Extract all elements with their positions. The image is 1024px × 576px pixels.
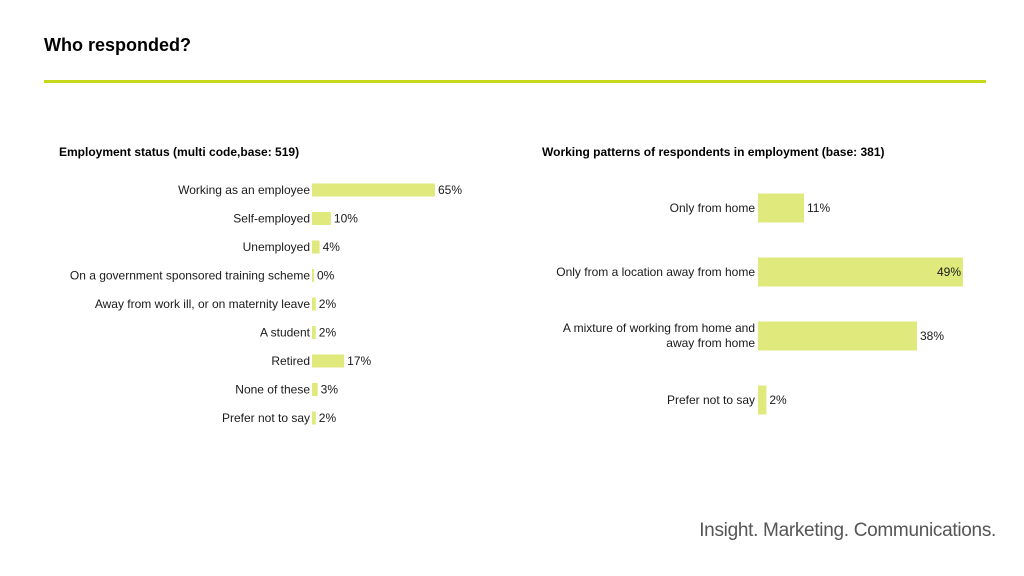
category-label: On a government sponsored training schem…: [70, 269, 310, 283]
bar-employment-3: [312, 269, 314, 282]
bar-employment-7: [312, 383, 318, 396]
category-label: Self-employed: [233, 212, 310, 226]
category-label: Only from home: [670, 201, 756, 215]
category-label: Retired: [271, 354, 310, 368]
title-divider: [44, 80, 986, 83]
bar-employment-6: [312, 354, 345, 368]
employment-chart-title: Employment status (multi code,base: 519): [59, 145, 300, 159]
bar-employment-0: [312, 183, 435, 197]
category-label: A mixture of working from home and away f…: [563, 321, 755, 350]
data-label: 0%: [317, 269, 335, 283]
bar-working-pattern-0: [758, 193, 805, 223]
data-label: 2%: [769, 393, 787, 407]
bar-working-pattern-1: [758, 257, 963, 287]
category-label: None of these: [235, 383, 310, 397]
data-label: 3%: [321, 383, 339, 397]
company-logo: Insight. Marketing. Communications.: [699, 520, 996, 541]
bar-employment-5: [312, 326, 316, 339]
category-label: Away from work ill, or on maternity leav…: [95, 297, 311, 311]
data-label: 11%: [807, 201, 830, 215]
category-label: Only from a location away from home: [556, 265, 755, 279]
bar-employment-2: [312, 240, 320, 254]
page-title: Who responded?: [44, 35, 191, 55]
category-label: Working as an employee: [178, 183, 310, 197]
data-label: 38%: [920, 329, 944, 343]
category-label: Unemployed: [243, 240, 310, 254]
data-label: 2%: [319, 297, 337, 311]
category-label: Prefer not to say: [222, 411, 310, 425]
bar-employment-4: [312, 297, 316, 311]
category-label: A student: [260, 326, 311, 340]
bar-working-pattern-2: [758, 321, 917, 351]
data-label: 17%: [347, 354, 371, 368]
data-label: 10%: [334, 212, 358, 226]
data-label: 4%: [323, 240, 341, 254]
bar-working-pattern-3: [758, 385, 767, 415]
data-label: 49%: [937, 265, 961, 279]
bar-employment-8: [312, 411, 316, 425]
data-label: 65%: [438, 183, 462, 197]
data-label: 2%: [319, 411, 337, 425]
bar-employment-1: [312, 212, 331, 225]
category-label: Prefer not to say: [667, 393, 755, 407]
data-label: 2%: [319, 326, 337, 340]
working-patterns-chart-title: Working patterns of respondents in emplo…: [542, 145, 885, 159]
